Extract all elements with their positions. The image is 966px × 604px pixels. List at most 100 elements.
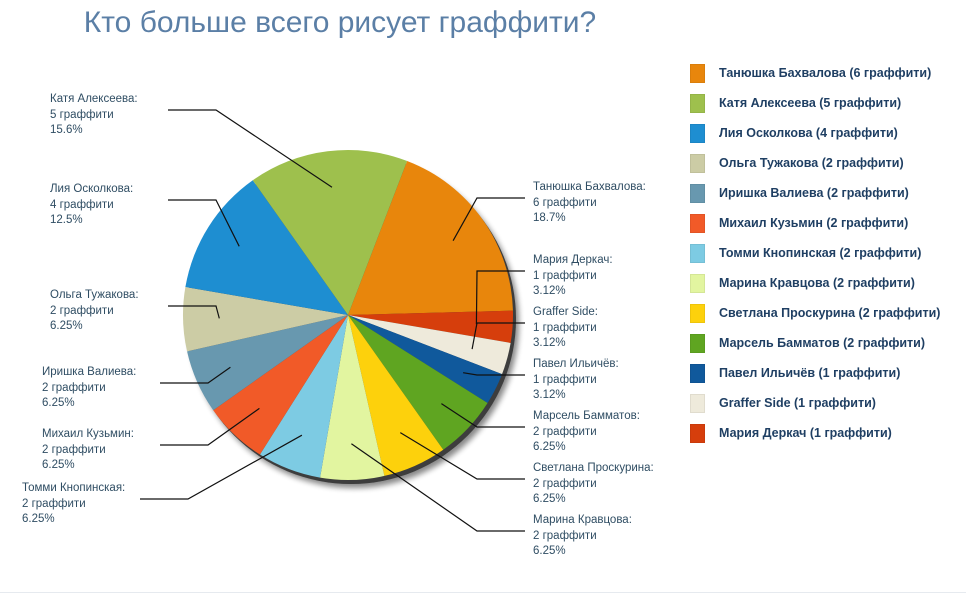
legend-color-swatch [690,123,705,143]
pie-slice[interactable] [348,160,513,315]
callout-leader-line [463,372,525,376]
pie-slice[interactable] [259,315,348,478]
pie-slice[interactable] [252,149,408,315]
legend-item[interactable]: Марсель Бамматов (2 граффити) [690,328,966,358]
pie-slice[interactable] [348,315,444,476]
legend-item-label: Graffer Side (1 граффити) [719,396,876,410]
callout-count: 1 граффити [533,321,597,334]
pie-slice[interactable] [213,315,348,455]
callout-leader-line [399,432,525,480]
slice-callout-label: Катя Алексеева: 5 граффити 15.6% [50,92,138,139]
callout-leader-line [160,366,231,384]
legend-item[interactable]: Танюшка Бахвалова (6 граффити) [690,58,966,88]
callout-count: 2 граффити [50,304,114,317]
callout-leader-line [471,322,525,350]
legend-item-label: Лия Осколкова (4 граффити) [719,126,898,140]
callout-leader-line [140,434,303,500]
pie-slice[interactable] [348,315,503,404]
slice-callout-label: Павел Ильичёв: 1 граффити 3.12% [533,357,619,404]
callout-count: 2 граффити [533,477,597,490]
legend-item[interactable]: Лия Осколкова (4 граффити) [690,118,966,148]
slice-callout-label: Мария Деркач: 1 граффити 3.12% [533,253,613,300]
callout-percentage: 3.12% [533,337,566,349]
legend-item-label: Томми Кнопинская (2 граффити) [719,246,922,260]
callout-name: Танюшка Бахвалова: [533,181,646,193]
pie-chart-svg [140,109,525,532]
callout-name: Павел Ильичёв: [533,358,619,370]
legend-color-swatch [690,333,705,353]
legend-item-label: Марсель Бамматов (2 граффити) [719,336,926,350]
pie-slice[interactable] [320,315,385,481]
pie-slice[interactable] [187,315,348,411]
legend-color-swatch [690,273,705,293]
callout-name: Марина Кравцова: [533,514,632,526]
page-title: Кто больше всего рисует граффити? [83,6,597,39]
legend-item-label: Катя Алексеева (5 граффити) [719,96,902,110]
legend-item[interactable]: Павел Ильичёв (1 граффити) [690,358,966,388]
callout-count: 2 граффити [42,381,106,394]
legend-color-swatch [690,93,705,113]
pie-slice[interactable] [348,310,513,343]
callout-leader-line [168,109,333,188]
pie-slice[interactable] [348,315,511,375]
slice-callout-label: Ольга Тужакова: 2 граффити 6.25% [50,288,139,335]
callout-leader-line [441,403,525,428]
legend-item-label: Мария Деркач (1 граффити) [719,426,892,440]
callout-name: Михаил Кузьмин: [42,428,134,440]
callout-count: 2 граффити [22,497,86,510]
callout-percentage: 6.25% [42,397,75,409]
slice-callout-label: Иришка Валиева: 2 граффити 6.25% [42,365,136,412]
legend-item[interactable]: Мария Деркач (1 граффити) [690,418,966,448]
callout-leader-line [351,443,525,532]
legend-item[interactable]: Михаил Кузьмин (2 граффити) [690,208,966,238]
callout-name: Лия Осколкова: [50,183,134,195]
slice-callout-label: Томми Кнопинская: 2 граффити 6.25% [22,481,125,528]
legend-item[interactable]: Катя Алексеева (5 граффити) [690,88,966,118]
callout-count: 4 граффити [50,198,114,211]
legend-item[interactable]: Ольга Тужакова (2 граффити) [690,148,966,178]
callout-name: Марсель Бамматов: [533,410,640,422]
legend-color-swatch [690,393,705,413]
callout-percentage: 6.25% [533,493,566,505]
slice-callout-label: Светлана Проскурина: 2 граффити 6.25% [533,461,654,508]
callout-percentage: 6.25% [533,545,566,557]
legend-color-swatch [690,63,705,83]
legend-item[interactable]: Иришка Валиева (2 граффити) [690,178,966,208]
callout-count: 5 граффити [50,108,114,121]
callout-count: 1 граффити [533,373,597,386]
callout-percentage: 6.25% [50,320,83,332]
callout-name: Катя Алексеева: [50,93,138,105]
slice-callout-label: Марсель Бамматов: 2 граффити 6.25% [533,409,640,456]
pie-chart-area: Катя Алексеева: 5 граффити 15.6% Лия Осколк… [22,92,654,557]
callout-name: Ольга Тужакова: [50,289,139,301]
bottom-divider [0,592,966,593]
legend-item[interactable]: Марина Кравцова (2 граффити) [690,268,966,298]
legend-item-label: Танюшка Бахвалова (6 граффити) [719,66,932,80]
legend-item-label: Марина Кравцова (2 граффити) [719,276,915,290]
legend-color-swatch [690,423,705,443]
legend-item[interactable]: Светлана Проскурина (2 граффити) [690,298,966,328]
callout-leader-line [475,270,525,325]
slice-callout-label: Михаил Кузьмин: 2 граффити 6.25% [42,427,134,474]
pie-slice[interactable] [185,180,348,315]
callout-percentage: 3.12% [533,389,566,401]
pie-slice[interactable] [348,315,488,450]
legend-item-label: Михаил Кузьмин (2 граффити) [719,216,909,230]
callout-percentage: 18.7% [533,212,566,224]
legend-color-swatch [690,213,705,233]
callout-leader-line [452,197,525,241]
callout-name: Томми Кнопинская: [22,482,126,494]
legend-item-label: Иришка Валиева (2 граффити) [719,186,909,200]
callout-name: Graffer Side: [533,306,598,318]
slice-callout-label: Танюшка Бахвалова: 6 граффити 18.7% [533,180,646,227]
legend-item-label: Светлана Проскурина (2 граффити) [719,306,941,320]
callout-leader-line [168,199,240,247]
pie-slice[interactable] [182,287,348,352]
legend-item[interactable]: Томми Кнопинская (2 граффити) [690,238,966,268]
callout-percentage: 12.5% [50,214,83,226]
callout-count: 1 граффити [533,269,597,282]
callout-name: Мария Деркач: [533,254,613,266]
legend-color-swatch [690,303,705,323]
legend-item[interactable]: Graffer Side (1 граффити) [690,388,966,418]
chart-legend: Танюшка Бахвалова (6 граффити) Катя Алекс… [690,58,966,448]
